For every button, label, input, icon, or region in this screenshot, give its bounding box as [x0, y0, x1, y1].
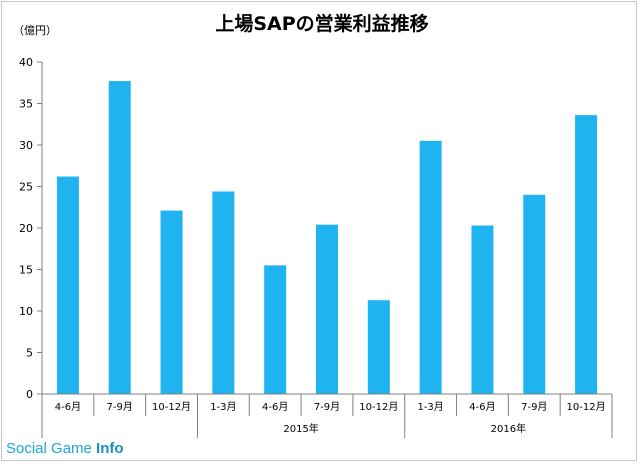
bar: [471, 225, 494, 394]
y-tick-label: 25: [19, 181, 33, 194]
category-label: 1-3月: [417, 401, 443, 413]
y-tick-label: 40: [19, 56, 33, 69]
category-label: 10-12月: [359, 401, 398, 413]
y-tick-label: 35: [19, 98, 33, 111]
bar: [56, 176, 79, 394]
bar: [212, 191, 235, 394]
category-label: 4-6月: [55, 401, 81, 413]
category-label: 7-9月: [521, 401, 547, 413]
bar: [575, 115, 598, 395]
category-label: 1-3月: [210, 401, 236, 413]
watermark-text-1: Social Game: [6, 440, 97, 457]
year-group-label: 2016年: [491, 422, 526, 435]
category-label: 4-6月: [469, 401, 495, 413]
category-label: 7-9月: [107, 401, 133, 413]
y-unit-label: （億円）: [13, 24, 57, 37]
y-tick-label: 10: [19, 305, 33, 318]
watermark-text-2: Info: [96, 440, 124, 457]
y-tick-label: 20: [19, 222, 33, 235]
category-label: 7-9月: [314, 401, 340, 413]
category-label: 10-12月: [567, 401, 606, 413]
y-tick-label: 30: [19, 139, 33, 152]
bar: [367, 300, 390, 394]
bar: [108, 81, 131, 394]
bar: [316, 224, 338, 394]
chart-title: 上場SAPの営業利益推移: [215, 12, 428, 35]
y-tick-label: 0: [26, 388, 33, 401]
watermark-logo: Social Game Info: [6, 440, 124, 457]
category-label: 10-12月: [152, 401, 191, 413]
year-group-label: 2015年: [283, 422, 318, 435]
bar: [264, 265, 287, 394]
bar: [160, 210, 183, 394]
y-tick-label: 5: [26, 347, 33, 360]
bar: [419, 140, 442, 394]
category-label: 4-6月: [262, 401, 288, 413]
y-tick-label: 15: [19, 264, 33, 277]
bar: [523, 194, 546, 394]
